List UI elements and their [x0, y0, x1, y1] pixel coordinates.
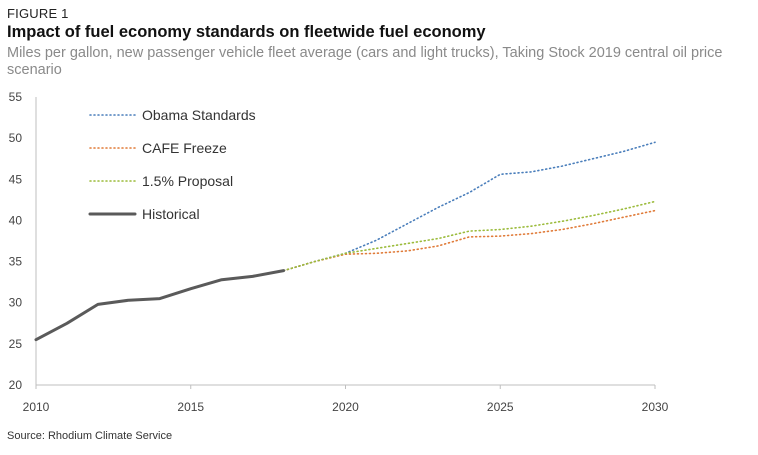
source-note: Source: Rhodium Climate Service — [7, 430, 173, 442]
figure-label: FIGURE 1 — [7, 6, 69, 21]
y-tick-label: 25 — [9, 337, 23, 351]
series-line-obama-standards — [282, 141, 656, 272]
y-tick-label: 20 — [9, 378, 23, 392]
y-tick-label: 35 — [9, 255, 23, 269]
y-tick-label: 40 — [9, 213, 23, 227]
y-tick-label: 50 — [9, 131, 23, 145]
chart-subtitle: Miles per gallon, new passenger vehicle … — [7, 45, 723, 78]
y-tick-label: 30 — [9, 296, 23, 310]
series-line-historical — [34, 269, 286, 342]
series-line-cafe-freeze — [282, 209, 656, 272]
legend-label-historical: Historical — [142, 206, 200, 222]
x-tick-label: 2025 — [487, 400, 514, 414]
x-tick-label: 2020 — [332, 400, 359, 414]
legend-label-obama-standards: Obama Standards — [142, 107, 256, 123]
series-line-1-5-proposal — [282, 200, 656, 272]
x-tick-label: 2030 — [642, 400, 669, 414]
y-tick-label: 45 — [9, 172, 23, 186]
legend-label-1-5-proposal: 1.5% Proposal — [142, 173, 233, 189]
x-tick-label: 2015 — [177, 400, 204, 414]
y-tick-label: 55 — [9, 90, 23, 104]
legend-label-cafe-freeze: CAFE Freeze — [142, 140, 227, 156]
chart-title: Impact of fuel economy standards on flee… — [7, 23, 486, 41]
x-tick-label: 2010 — [23, 400, 50, 414]
